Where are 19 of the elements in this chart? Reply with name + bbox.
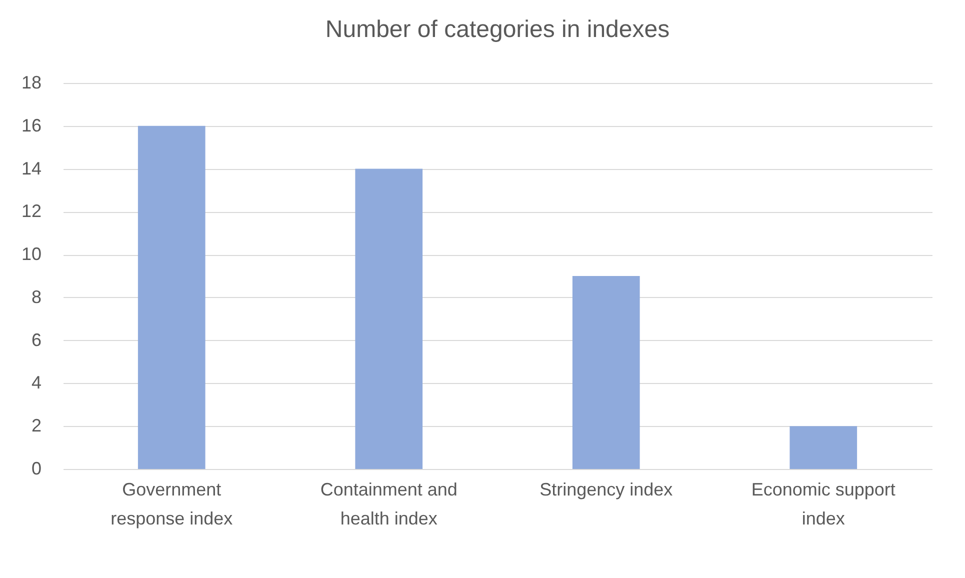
y-tick-label: 2 xyxy=(31,416,42,436)
bar xyxy=(572,276,640,469)
x-tick-label: Government response index xyxy=(110,480,233,528)
chart-title: Number of categories in indexes xyxy=(325,16,670,43)
y-tick-label: 4 xyxy=(31,372,42,393)
x-tick-label: Containment and health index xyxy=(320,480,458,528)
x-tick-label: Stringency index xyxy=(540,480,673,500)
y-tick-label: 0 xyxy=(31,458,42,478)
y-tick-label: 14 xyxy=(21,158,42,178)
bar xyxy=(355,168,423,469)
bar xyxy=(790,426,858,469)
x-tick-label: Economic support index xyxy=(751,480,896,528)
bar xyxy=(138,126,206,469)
y-tick-label: 6 xyxy=(31,330,42,350)
y-tick-label: 10 xyxy=(21,244,42,264)
y-tick-label: 16 xyxy=(21,115,42,136)
y-tick-label: 18 xyxy=(21,72,42,92)
y-tick-label: 8 xyxy=(31,286,42,307)
y-tick-label: 12 xyxy=(21,201,42,222)
